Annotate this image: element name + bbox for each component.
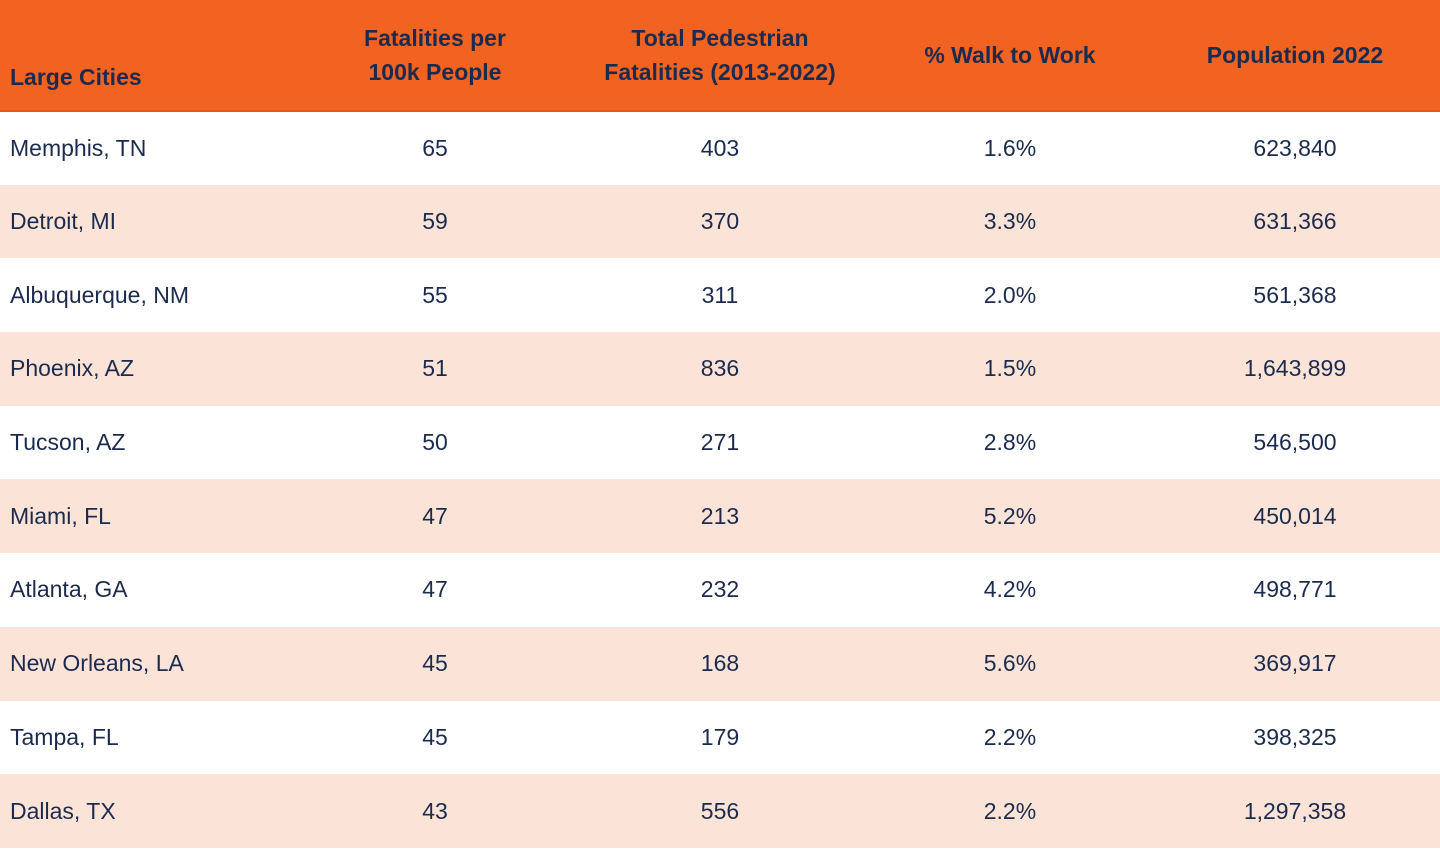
city-cell: Tampa, FL <box>10 723 119 750</box>
total-fatalities-cell: 836 <box>700 355 740 382</box>
population-2022-cell: 546,500 <box>1253 429 1337 456</box>
city-cell: Miami, FL <box>10 502 111 529</box>
fatalities-per-100k-cell: 47 <box>422 502 448 529</box>
table-row: Memphis, TN 65 403 1.6% 623,840 <box>0 111 1440 185</box>
table-header-row: Large Cities Fatalities per 100k People Tot… <box>0 0 1440 112</box>
pct-walk-to-work-cell: 3.3% <box>983 208 1037 235</box>
table-row: Tampa, FL 45 179 2.2% 398,325 <box>0 700 1440 775</box>
total-fatalities-cell: 168 <box>700 650 740 677</box>
column-header-pct-walk-to-work: % Walk to Work <box>869 0 1150 112</box>
table-row: Tucson, AZ 50 271 2.8% 546,500 <box>0 405 1440 480</box>
population-2022-cell: 561,368 <box>1253 281 1337 308</box>
population-2022-cell: 498,771 <box>1253 576 1337 603</box>
total-fatalities-cell: 232 <box>700 576 740 603</box>
pct-walk-to-work-cell: 2.2% <box>983 797 1037 824</box>
total-fatalities-cell: 213 <box>700 502 740 529</box>
table-row: Dallas, TX 43 556 2.2% 1,297,358 <box>0 774 1440 848</box>
fatalities-per-100k-cell: 50 <box>422 429 448 456</box>
total-fatalities-cell: 311 <box>701 281 739 308</box>
population-2022-cell: 450,014 <box>1253 502 1337 529</box>
table-row: Albuquerque, NM 55 311 2.0% 561,368 <box>0 258 1440 333</box>
city-cell: New Orleans, LA <box>10 650 184 677</box>
column-header-fatalities-per-100k: Fatalities per 100k People <box>299 0 570 112</box>
population-2022-cell: 369,917 <box>1253 650 1337 677</box>
total-fatalities-cell: 179 <box>700 723 740 750</box>
table-row: Miami, FL 47 213 5.2% 450,014 <box>0 479 1440 554</box>
table-row: Atlanta, GA 47 232 4.2% 498,771 <box>0 553 1440 627</box>
city-cell: Memphis, TN <box>10 134 147 161</box>
column-header-population-2022: Population 2022 <box>1149 0 1440 112</box>
pct-walk-to-work-cell: 4.2% <box>983 576 1037 603</box>
city-cell: Albuquerque, NM <box>10 281 189 308</box>
table-header: Large Cities Fatalities per 100k People Tot… <box>0 0 1440 112</box>
fatalities-per-100k-cell: 47 <box>422 576 448 603</box>
table-body: Memphis, TN 65 403 1.6% 623,840 Detroit, MI 59… <box>0 111 1440 848</box>
fatalities-per-100k-cell: 45 <box>422 723 448 750</box>
population-2022-cell: 623,840 <box>1253 134 1337 161</box>
fatalities-per-100k-cell: 43 <box>422 797 448 824</box>
column-header-city: Large Cities <box>0 0 300 112</box>
pct-walk-to-work-cell: 2.8% <box>983 429 1037 456</box>
population-2022-cell: 1,643,899 <box>1243 355 1347 382</box>
fatalities-per-100k-cell: 65 <box>422 134 448 161</box>
city-cell: Dallas, TX <box>10 797 116 824</box>
fatalities-per-100k-cell: 51 <box>422 355 448 382</box>
city-cell: Phoenix, AZ <box>10 355 135 382</box>
table-row: Phoenix, AZ 51 836 1.5% 1,643,899 <box>0 332 1440 406</box>
pct-walk-to-work-cell: 1.5% <box>983 355 1037 382</box>
pct-walk-to-work-cell: 5.2% <box>983 502 1037 529</box>
city-cell: Tucson, AZ <box>10 429 126 456</box>
city-cell: Detroit, MI <box>10 208 117 235</box>
pct-walk-to-work-cell: 2.0% <box>983 281 1037 308</box>
pct-walk-to-work-cell: 5.6% <box>983 650 1037 677</box>
pct-walk-to-work-cell: 1.6% <box>983 134 1037 161</box>
total-fatalities-cell: 556 <box>700 797 740 824</box>
population-2022-cell: 398,325 <box>1253 723 1337 750</box>
fatalities-per-100k-cell: 45 <box>422 650 448 677</box>
population-2022-cell: 631,366 <box>1253 208 1337 235</box>
total-fatalities-cell: 271 <box>700 429 740 456</box>
population-2022-cell: 1,297,358 <box>1243 797 1347 824</box>
table-row: New Orleans, LA 45 168 5.6% 369,917 <box>0 626 1440 701</box>
fatalities-per-100k-cell: 59 <box>422 208 448 235</box>
fatalities-per-100k-cell: 55 <box>422 281 448 308</box>
pct-walk-to-work-cell: 2.2% <box>983 723 1037 750</box>
total-fatalities-cell: 370 <box>700 208 740 235</box>
city-cell: Atlanta, GA <box>10 576 128 603</box>
column-header-total-fatalities: Total Pedestrian Fatalities (2013-2022) <box>569 0 870 112</box>
total-fatalities-cell: 403 <box>700 134 740 161</box>
table-row: Detroit, MI 59 370 3.3% 631,366 <box>0 184 1440 259</box>
